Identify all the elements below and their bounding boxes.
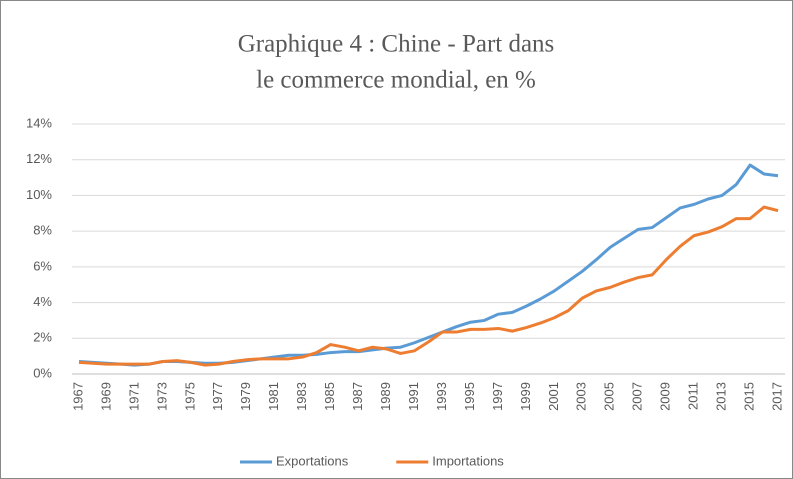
x-tick-label: 2003 xyxy=(574,382,589,411)
x-tick-label: 1993 xyxy=(434,382,449,411)
y-tick-label: 8% xyxy=(33,223,52,238)
y-tick-label: 10% xyxy=(26,187,52,202)
x-tick-label: 1999 xyxy=(518,382,533,411)
x-tick-label: 1981 xyxy=(266,382,281,411)
x-tick-label: 1983 xyxy=(294,382,309,411)
x-tick-label: 1979 xyxy=(238,382,253,411)
y-tick-label: 0% xyxy=(33,365,52,380)
x-tick-label: 1977 xyxy=(210,382,225,411)
y-tick-label: 12% xyxy=(26,151,52,166)
y-tick-label: 2% xyxy=(33,330,52,345)
y-tick-label: 4% xyxy=(33,294,52,309)
x-tick-label: 2007 xyxy=(630,382,645,411)
chart-title: Graphique 4 : Chine - Part dans xyxy=(238,31,555,58)
x-tick-label: 1969 xyxy=(98,382,113,411)
legend-label: Importations xyxy=(432,453,504,468)
x-tick-label: 1989 xyxy=(378,382,393,411)
x-tick-label: 2009 xyxy=(658,382,673,411)
x-tick-label: 1973 xyxy=(154,382,169,411)
chart-title: le commerce mondial, en % xyxy=(256,67,536,94)
x-tick-label: 2011 xyxy=(686,382,701,410)
x-tick-label: 1967 xyxy=(70,382,85,411)
legend-label: Exportations xyxy=(276,453,349,468)
x-tick-label: 1991 xyxy=(406,382,421,411)
x-tick-label: 2001 xyxy=(546,382,561,411)
y-tick-label: 14% xyxy=(26,115,52,130)
line-series xyxy=(78,205,779,367)
x-tick-label: 1985 xyxy=(322,382,337,411)
x-tick-label: 2017 xyxy=(769,382,784,411)
x-tick-label: 1997 xyxy=(490,382,505,411)
y-tick-label: 6% xyxy=(33,258,52,273)
x-tick-label: 1995 xyxy=(462,382,477,411)
x-tick-label: 2013 xyxy=(714,382,729,411)
x-tick-label: 1987 xyxy=(350,382,365,411)
x-tick-label: 1971 xyxy=(126,382,141,411)
x-tick-label: 1975 xyxy=(182,382,197,411)
x-tick-label: 2005 xyxy=(602,382,617,411)
x-tick-label: 2015 xyxy=(741,382,756,411)
